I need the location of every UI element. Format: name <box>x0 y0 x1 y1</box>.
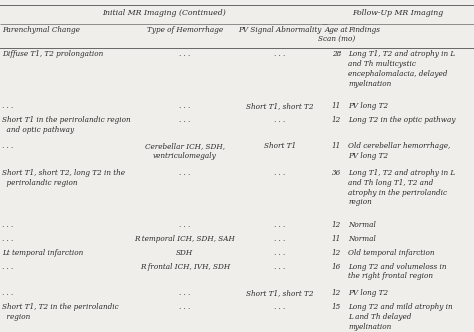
Text: 11: 11 <box>332 235 341 243</box>
Text: Lt temporal infarction: Lt temporal infarction <box>2 249 83 257</box>
Text: Cerebellar ICH, SDH,
ventriculomegaly: Cerebellar ICH, SDH, ventriculomegaly <box>145 142 225 160</box>
Text: 11: 11 <box>332 142 341 150</box>
Text: 12: 12 <box>332 221 341 229</box>
Text: 11: 11 <box>332 102 341 110</box>
Text: . . .: . . . <box>2 221 14 229</box>
Text: . . .: . . . <box>2 289 14 297</box>
Text: Short T1, short T2: Short T1, short T2 <box>246 102 313 110</box>
Text: 12: 12 <box>332 249 341 257</box>
Text: . . .: . . . <box>274 249 285 257</box>
Text: Normal: Normal <box>348 221 376 229</box>
Text: PV Signal Abnormality: PV Signal Abnormality <box>238 26 321 34</box>
Text: Short T1, short T2, long T2 in the
  perirolandic region: Short T1, short T2, long T2 in the perir… <box>2 169 125 187</box>
Text: . . .: . . . <box>2 142 14 150</box>
Text: Old temporal infarction: Old temporal infarction <box>348 249 435 257</box>
Text: 12: 12 <box>332 116 341 124</box>
Text: . . .: . . . <box>274 235 285 243</box>
Text: Normal: Normal <box>348 235 376 243</box>
Text: Age at
Scan (mo): Age at Scan (mo) <box>318 26 355 43</box>
Text: . . .: . . . <box>179 116 191 124</box>
Text: 15: 15 <box>332 303 341 311</box>
Text: . . .: . . . <box>274 221 285 229</box>
Text: . . .: . . . <box>179 102 191 110</box>
Text: . . .: . . . <box>274 169 285 177</box>
Text: Long T2 and mild atrophy in
L and Th delayed
myelination: Long T2 and mild atrophy in L and Th del… <box>348 303 453 331</box>
Text: PV long T2: PV long T2 <box>348 289 389 297</box>
Text: Long T2 in the optic pathway: Long T2 in the optic pathway <box>348 116 456 124</box>
Text: . . .: . . . <box>274 303 285 311</box>
Text: . . .: . . . <box>179 50 191 58</box>
Text: Follow-Up MR Imaging: Follow-Up MR Imaging <box>353 9 444 17</box>
Text: . . .: . . . <box>274 116 285 124</box>
Text: . . .: . . . <box>2 102 14 110</box>
Text: 16: 16 <box>332 263 341 271</box>
Text: Long T2 and volumeloss in
the right frontal region: Long T2 and volumeloss in the right fron… <box>348 263 447 281</box>
Text: . . .: . . . <box>2 235 14 243</box>
Text: . . .: . . . <box>2 263 14 271</box>
Text: . . .: . . . <box>274 50 285 58</box>
Text: Short T1, short T2: Short T1, short T2 <box>246 289 313 297</box>
Text: Old cerebellar hemorrhage,
PV long T2: Old cerebellar hemorrhage, PV long T2 <box>348 142 451 160</box>
Text: . . .: . . . <box>274 263 285 271</box>
Text: Initial MR Imaging (Continued): Initial MR Imaging (Continued) <box>101 9 226 17</box>
Text: 36: 36 <box>332 169 341 177</box>
Text: Long T1, T2 and atrophy in L
and Th long T1, T2 and
atrophy in the perirolandic
: Long T1, T2 and atrophy in L and Th long… <box>348 169 456 207</box>
Text: SDH: SDH <box>176 249 193 257</box>
Text: Short T1, T2 in the perirolandic
  region: Short T1, T2 in the perirolandic region <box>2 303 119 321</box>
Text: 28: 28 <box>332 50 341 58</box>
Text: Parenchymal Change: Parenchymal Change <box>2 26 80 34</box>
Text: PV long T2: PV long T2 <box>348 102 389 110</box>
Text: Diffuse T1, T2 prolongation: Diffuse T1, T2 prolongation <box>2 50 104 58</box>
Text: . . .: . . . <box>179 289 191 297</box>
Text: Findings: Findings <box>348 26 381 34</box>
Text: Type of Hemorrhage: Type of Hemorrhage <box>147 26 223 34</box>
Text: . . .: . . . <box>179 169 191 177</box>
Text: . . .: . . . <box>179 303 191 311</box>
Text: 12: 12 <box>332 289 341 297</box>
Text: Short T1 in the perirolandic region
  and optic pathway: Short T1 in the perirolandic region and … <box>2 116 131 134</box>
Text: . . .: . . . <box>179 221 191 229</box>
Text: R frontal ICH, IVH, SDH: R frontal ICH, IVH, SDH <box>140 263 230 271</box>
Text: Short T1: Short T1 <box>264 142 296 150</box>
Text: R temporal ICH, SDH, SAH: R temporal ICH, SDH, SAH <box>135 235 235 243</box>
Text: Long T1, T2 and atrophy in L
and Th multicystic
encephalomalacia, delayed
myelin: Long T1, T2 and atrophy in L and Th mult… <box>348 50 456 88</box>
